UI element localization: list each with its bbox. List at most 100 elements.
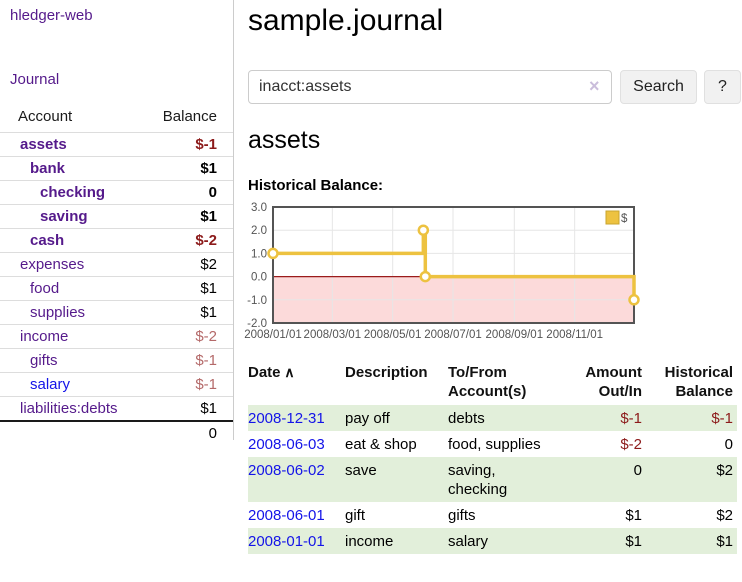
transaction-description: eat & shop (345, 436, 417, 453)
sidebar-account-link-bank[interactable]: bank (30, 160, 66, 177)
transaction-amount: $-1 (620, 410, 642, 427)
sidebar-account-link-food[interactable]: food (30, 280, 60, 297)
account-name-cell: salary (0, 372, 146, 397)
transaction-balance: $2 (716, 462, 733, 479)
transaction-date-link[interactable]: 2008-12-31 (248, 410, 325, 427)
legend-swatch (605, 210, 620, 225)
account-row: salary $-1 (0, 372, 233, 397)
account-balance: $-1 (145, 348, 233, 373)
account-balance: $-1 (145, 372, 233, 397)
transaction-description: gift (345, 507, 366, 524)
transaction-balance: $-1 (711, 410, 733, 427)
search-button[interactable]: Search (620, 70, 697, 104)
account-heading: assets (248, 126, 321, 154)
help-button[interactable]: ? (704, 70, 741, 104)
register-header-row: Date ∧ Description To/From Account(s) Amoun… (248, 361, 737, 405)
col-header-date: Date ∧ (248, 364, 295, 381)
account-row: cash $-2 (0, 228, 233, 253)
account-name-cell: checking (0, 180, 146, 205)
account-balance: $-2 (145, 324, 233, 349)
account-balance: $1 (145, 300, 233, 325)
register-body: 2008-12-31 pay off debts $-1 $-1 2008-06-03 ea… (248, 405, 737, 554)
transaction-date-link[interactable]: 2008-06-01 (248, 507, 325, 524)
y-axis-tick-label: -2.0 (247, 318, 267, 330)
register-row: 2008-12-31 pay off debts $-1 $-1 (248, 405, 737, 431)
account-row: food $1 (0, 276, 233, 301)
transaction-date-cell: 2008-06-02 (248, 457, 345, 502)
transaction-description: pay off (345, 410, 390, 427)
transaction-date-link[interactable]: 2008-01-01 (248, 533, 325, 550)
sidebar-item-journal[interactable]: Journal (10, 71, 60, 88)
transaction-accounts: saving, checking (448, 462, 508, 498)
sidebar-account-link-expenses[interactable]: expenses (20, 256, 85, 273)
x-axis-tick-label: 2008/07/01 (424, 329, 482, 341)
register-row: 2008-01-01 income salary $1 $1 (248, 528, 737, 554)
account-balance: $1 (145, 276, 233, 301)
account-name-cell: liabilities:debts (0, 396, 146, 421)
transaction-accounts: food, supplies (448, 436, 541, 453)
account-balance: $1 (145, 156, 233, 181)
transaction-amount: $-2 (620, 436, 642, 453)
sidebar-account-link-salary[interactable]: salary (30, 376, 71, 393)
account-balance: 0 (145, 180, 233, 205)
transaction-date-cell: 2008-12-31 (248, 405, 345, 431)
sidebar-account-link-cash[interactable]: cash (30, 232, 65, 249)
search-input[interactable] (248, 70, 612, 104)
page-title: sample.journal (248, 4, 444, 37)
account-row: liabilities:debts $1 (0, 396, 233, 421)
transaction-date-link[interactable]: 2008-06-02 (248, 462, 325, 479)
sidebar-account-link-saving[interactable]: saving (40, 208, 88, 225)
account-balance: $1 (145, 396, 233, 421)
col-header-description: Description (345, 364, 428, 381)
x-axis-tick-label: 2008/11/01 (546, 329, 603, 341)
app-brand-link[interactable]: hledger-web (10, 7, 93, 24)
y-axis-tick-label: 3.0 (251, 202, 267, 214)
account-name-cell: income (0, 324, 146, 349)
y-axis-tick-label: 1.0 (251, 248, 267, 260)
accounts-sidebar-table: Account Balance assets $-1 bank $1 checking 0… (0, 104, 233, 445)
sidebar-total-row: 0 (0, 420, 233, 445)
chart-heading: Historical Balance: (248, 177, 384, 194)
x-axis-tick-label: 2008/05/01 (364, 329, 422, 341)
transaction-date-cell: 2008-06-01 (248, 502, 345, 528)
sidebar-account-link-liabilities-debts[interactable]: liabilities:debts (20, 400, 118, 417)
account-name-cell: cash (0, 228, 146, 253)
account-balance: $2 (145, 252, 233, 277)
clear-search-icon[interactable]: × (589, 76, 600, 96)
account-row: income $-2 (0, 324, 233, 349)
account-name-cell: expenses (0, 252, 146, 277)
transaction-description: save (345, 462, 377, 479)
account-row: assets $-1 (0, 132, 233, 157)
sidebar-account-link-supplies[interactable]: supplies (30, 304, 86, 321)
transaction-balance: $2 (716, 507, 733, 524)
sidebar-total-spacer (0, 420, 146, 445)
transaction-balance: 0 (724, 436, 733, 453)
y-axis-tick-label: 2.0 (251, 225, 267, 237)
sidebar-total-balance: 0 (145, 420, 233, 445)
sidebar-account-link-income[interactable]: income (20, 328, 69, 345)
account-row: saving $1 (0, 204, 233, 229)
account-row: gifts $-1 (0, 348, 233, 373)
account-row: expenses $2 (0, 252, 233, 277)
transaction-balance: $1 (716, 533, 733, 550)
sort-asc-icon: ∧ (280, 364, 295, 380)
register-table: Date ∧ Description To/From Account(s) Amoun… (248, 361, 737, 554)
sidebar-account-link-checking[interactable]: checking (40, 184, 106, 201)
legend-label: $ (621, 213, 628, 225)
data-point-marker (267, 247, 279, 260)
plot-border (272, 206, 635, 324)
account-name-cell: bank (0, 156, 146, 181)
transaction-date-link[interactable]: 2008-06-03 (248, 436, 325, 453)
sidebar-account-link-assets[interactable]: assets (20, 136, 67, 153)
y-axis-tick-label: -1.0 (247, 295, 267, 307)
col-header-to-from-account-s: To/From Account(s) (448, 364, 527, 400)
sidebar-accounts-body: assets $-1 bank $1 checking 0 saving $1 cash $-2 e… (0, 132, 233, 421)
sidebar-col-account: Account (18, 108, 73, 125)
sidebar-account-link-gifts[interactable]: gifts (30, 352, 58, 369)
account-row: bank $1 (0, 156, 233, 181)
transaction-amount: 0 (633, 462, 642, 479)
col-header-amount-out-in: Amount Out/In (585, 364, 642, 400)
account-name-cell: gifts (0, 348, 146, 373)
transaction-accounts: salary (448, 533, 489, 550)
col-header-historical-balance: Historical Balance (664, 364, 733, 400)
